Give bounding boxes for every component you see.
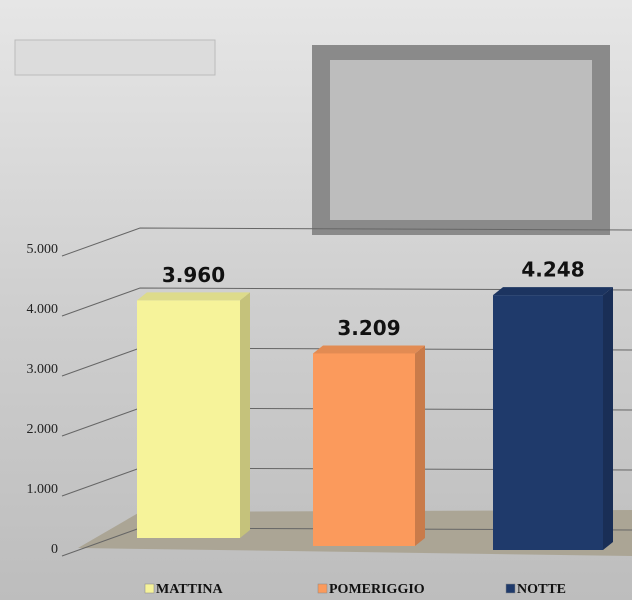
bar [137, 300, 240, 538]
legend-swatch [144, 583, 155, 594]
bar-side [240, 292, 250, 538]
value-label: 4.248 [521, 258, 584, 282]
bar [313, 353, 415, 546]
value-label: 3.209 [337, 316, 400, 340]
y-tick-label: 2.000 [27, 422, 59, 437]
grid-line [61, 227, 632, 257]
y-tick-label: 0 [51, 542, 58, 557]
monitor-screen [330, 60, 592, 220]
value-label: 3.960 [162, 263, 225, 287]
y-tick-label: 5.000 [27, 242, 59, 257]
legend-label: POMERIGGIO [329, 582, 425, 597]
legend-swatch [317, 583, 328, 594]
legend-label: NOTTE [517, 582, 566, 597]
bar [493, 295, 603, 550]
bar-side [603, 287, 613, 550]
y-tick-label: 1.000 [27, 482, 59, 497]
bar-top [313, 345, 425, 354]
y-tick-label: 3.000 [27, 362, 59, 377]
y-tick-label: 4.000 [27, 302, 59, 317]
legend-label: MATTINA [156, 582, 224, 597]
legend-swatch [505, 583, 516, 594]
bar-side [415, 345, 425, 546]
air-conditioner [14, 39, 216, 76]
bar-top [137, 292, 250, 301]
grid-line [61, 287, 632, 317]
bar-top [493, 287, 613, 296]
